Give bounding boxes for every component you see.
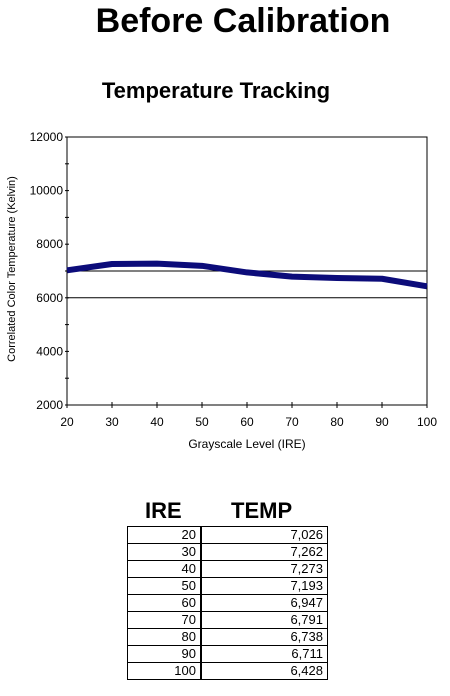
ire-cell: 20 [127,526,202,544]
x-tick-label: 90 [375,415,389,429]
temp-cell: 6,738 [200,628,328,646]
table-row: 30 7,262 [127,543,328,561]
temp-cell: 7,026 [200,526,328,544]
x-tick-label: 40 [150,415,164,429]
temp-cell: 7,193 [200,577,328,595]
x-tick-label: 20 [60,415,74,429]
temp-cell: 6,711 [200,645,328,663]
page-title: Before Calibration [95,2,391,40]
chart-subtitle: Temperature Tracking [101,78,331,103]
table-row: 50 7,193 [127,577,328,595]
ire-cell: 100 [127,662,202,680]
temp-cell: 6,791 [200,611,328,629]
ire-cell: 60 [127,594,202,612]
y-tick-label: 6000 [36,291,63,305]
ire-cell: 90 [127,645,202,663]
table-row: 60 6,947 [127,594,328,612]
temp-cell: 7,262 [200,543,328,561]
x-tick-label: 80 [330,415,344,429]
table-row: 90 6,711 [127,645,328,663]
y-tick-label: 10000 [30,184,64,198]
x-tick-label: 100 [417,415,437,429]
temperature-series-line [66,260,428,290]
x-axis-label: Grayscale Level (IRE) [188,437,305,451]
temp-cell: 6,947 [200,594,328,612]
table-row: 40 7,273 [127,560,328,578]
temp-cell: 6,428 [200,662,328,680]
table-header-temp: TEMP [231,498,293,523]
ire-cell: 70 [127,611,202,629]
ire-cell: 30 [127,543,202,561]
y-tick-label: 4000 [36,344,63,358]
y-tick-label: 2000 [36,398,63,412]
ire-cell: 40 [127,560,202,578]
table-row: 80 6,738 [127,628,328,646]
temp-cell: 7,273 [200,560,328,578]
x-tick-label: 70 [285,415,299,429]
x-tick-label: 30 [105,415,119,429]
temperature-tracking-chart: 2000 4000 6000 8000 10000 12000 20 30 40 50 60 70 8… [6,130,437,451]
ire-cell: 50 [127,577,202,595]
table-row: 70 6,791 [127,611,328,629]
y-tick-label: 12000 [30,130,64,144]
y-tick-label: 8000 [36,237,63,251]
table-row: 100 6,428 [127,662,328,680]
table-row: 20 7,026 [127,526,328,544]
table-header-ire: IRE [145,498,182,523]
temperature-table: 20 7,026 30 7,262 40 7,273 50 7,193 60 6,947 70 6,7… [127,526,328,680]
ire-cell: 80 [127,628,202,646]
x-tick-label: 50 [195,415,209,429]
y-axis-label: Correlated Color Temperature (Kelvin) [6,176,18,362]
x-tick-label: 60 [240,415,254,429]
